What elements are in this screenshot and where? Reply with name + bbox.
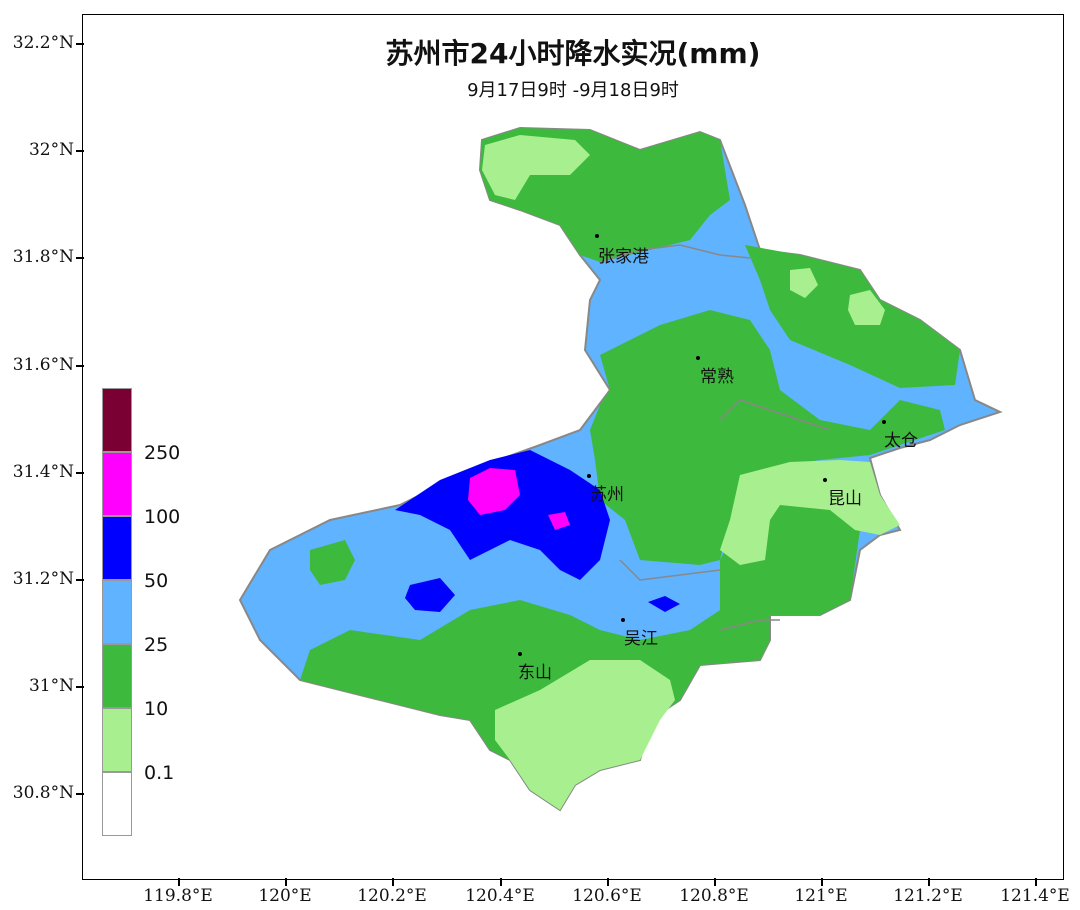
lon-label: 120°E (258, 886, 312, 906)
lat-label: 31.6°N (12, 355, 74, 375)
city-dot (823, 478, 827, 482)
city-label: 张家港 (598, 247, 649, 267)
lat-tick (76, 686, 84, 688)
rain-01-10-south (495, 660, 675, 810)
lon-label: 121.4°E (1000, 886, 1070, 906)
lat-label: 31.4°N (12, 462, 74, 482)
lat-tick (76, 793, 84, 795)
lat-label: 32.2°N (12, 33, 74, 53)
rain-01-10-north (482, 135, 590, 200)
lon-tick (392, 878, 394, 886)
city-label: 吴江 (624, 629, 658, 649)
lat-tick (76, 579, 84, 581)
legend-swatch (102, 772, 132, 836)
lon-tick (500, 878, 502, 886)
rain-10-25-west (310, 540, 355, 585)
lat-label: 31.8°N (12, 247, 74, 267)
lon-tick (178, 878, 180, 886)
legend-swatch (102, 708, 132, 772)
lat-tick (76, 257, 84, 259)
legend-label: 100 (144, 506, 181, 528)
legend-swatch (102, 580, 132, 644)
rain-100-250 (468, 468, 520, 515)
city-dot (696, 356, 700, 360)
lat-label: 31.2°N (12, 569, 74, 589)
lon-tick (285, 878, 287, 886)
lon-tick (607, 878, 609, 886)
map-subtitle: 9月17日9时 -9月18日9时 (467, 80, 679, 101)
lon-label: 121.2°E (893, 886, 963, 906)
lon-label: 120.2°E (357, 886, 427, 906)
city-label: 苏州 (590, 485, 624, 505)
lon-label: 119.8°E (143, 886, 213, 906)
lat-label: 32°N (28, 140, 74, 160)
city-dot (587, 474, 591, 478)
legend-label: 250 (144, 442, 181, 464)
rain-01-10-east (848, 290, 885, 325)
rain-01-10-spot (790, 268, 818, 298)
city-dot (518, 652, 522, 656)
lat-label: 31°N (28, 676, 74, 696)
city-dot (621, 618, 625, 622)
rain-10-25-south (300, 505, 860, 810)
lat-tick (76, 472, 84, 474)
lat-tick (76, 43, 84, 45)
rain-50-100 (395, 450, 610, 580)
city-dot (882, 420, 886, 424)
rain-10-25-central (590, 310, 945, 565)
legend-swatch (102, 516, 132, 580)
legend-swatch (102, 452, 132, 516)
lat-tick (76, 150, 84, 152)
rain-01-10-kunshan (720, 460, 900, 565)
city-label: 东山 (518, 663, 552, 683)
lon-tick (714, 878, 716, 886)
lon-label: 121°E (794, 886, 848, 906)
city-dot (595, 234, 599, 238)
legend-swatch (102, 644, 132, 708)
lon-tick (1035, 878, 1037, 886)
lon-tick (928, 878, 930, 886)
map-frame (82, 14, 1064, 880)
city-label: 太仓 (884, 431, 918, 451)
map-title: 苏州市24小时降水实况(mm) (385, 37, 761, 70)
rain-100-250-b (548, 512, 570, 530)
legend-label: 10 (144, 698, 169, 720)
legend-label: 0.1 (144, 762, 175, 784)
legend-label: 25 (144, 634, 169, 656)
legend-label: 50 (144, 570, 169, 592)
city-label: 常熟 (700, 367, 734, 387)
lon-label: 120.8°E (679, 886, 749, 906)
lon-tick (821, 878, 823, 886)
city-label: 昆山 (828, 489, 862, 509)
legend-swatch (102, 388, 132, 452)
lat-tick (76, 365, 84, 367)
county-boundaries (599, 244, 831, 631)
lon-label: 120.4°E (465, 886, 535, 906)
rain-50-100-c (648, 596, 680, 612)
rain-50-100-b (405, 578, 455, 612)
lat-label: 30.8°N (12, 783, 74, 803)
lon-label: 120.6°E (572, 886, 642, 906)
